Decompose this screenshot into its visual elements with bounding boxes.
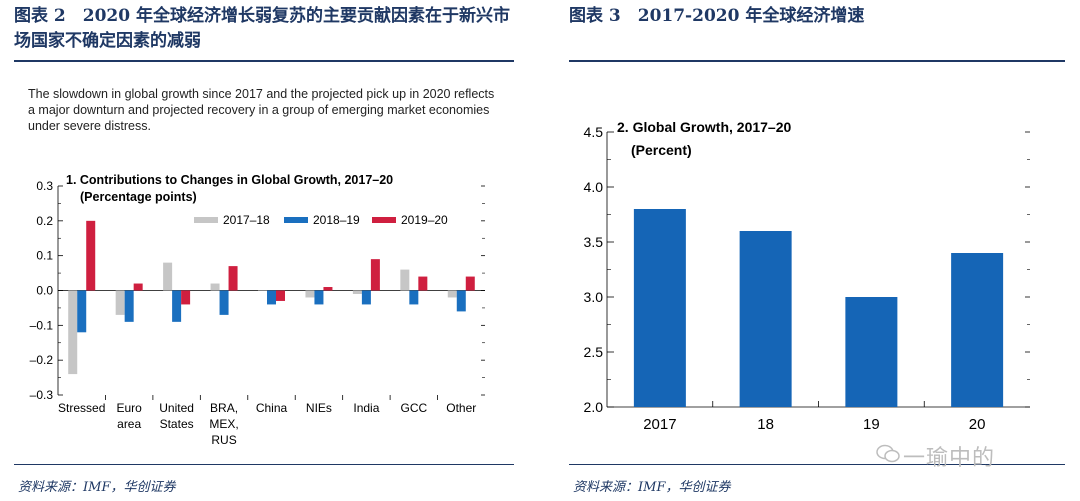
y-tick-label: –0.1 <box>30 318 54 332</box>
right-figure-title: 图表 3 2017-2020 年全球经济增速 <box>569 6 865 26</box>
x-tick-label: United States <box>159 401 194 431</box>
legend-swatch-2017–18 <box>194 217 218 223</box>
contributions-chart: 0.3 0.2 0.1 0.0 –0.1 –0.2 –0.3 1. Contributions… <box>30 173 485 447</box>
legend-label: 2017–18 <box>223 213 270 227</box>
bar-2019–20-euro-area <box>133 283 143 291</box>
x-tick-label: BRA, MEX, RUS <box>209 401 238 447</box>
x-tick-label: 19 <box>863 416 880 433</box>
bar-19 <box>845 297 898 407</box>
bar-2018–19-gcc <box>409 290 419 305</box>
y-tick-label: 0.3 <box>36 179 53 193</box>
bar-2019–20-stressed <box>86 220 96 291</box>
bar-2017–18-china <box>258 290 267 291</box>
y-tick-label: 0.0 <box>36 284 53 298</box>
bar-18 <box>739 231 792 407</box>
y-tick-label: 0.2 <box>36 214 53 228</box>
chart2-title: 2. Global Growth, 2017–20 <box>617 119 792 135</box>
x-tick-label: NIEs <box>306 401 332 415</box>
left-chart-intro: The slowdown in global growth since 2017… <box>28 87 495 133</box>
right-source: 资料来源：IMF，华创证券 <box>573 480 731 495</box>
bar-2019–20-china <box>276 290 285 301</box>
bar-2018–19-india <box>361 290 371 305</box>
watermark: 一瑜中的 <box>903 446 996 471</box>
bar-2018–19-china <box>267 290 276 305</box>
bar-2019–20-nies <box>323 287 333 291</box>
x-tick-label: India <box>353 401 379 415</box>
legend-swatch-2018–19 <box>284 217 308 223</box>
bar-2017–18-nies <box>305 290 315 298</box>
legend-label: 2019–20 <box>401 213 448 227</box>
x-tick-label: 2017 <box>643 416 676 433</box>
legend-swatch-2019–20 <box>372 217 396 223</box>
chart1-title: 1. Contributions to Changes in Global Gr… <box>66 173 393 187</box>
bar-2017 <box>633 209 686 407</box>
y-tick-label: 2.5 <box>584 344 604 360</box>
y-tick-label: 4.0 <box>584 179 604 195</box>
bar-2019–20-bra-mex-rus <box>228 266 238 291</box>
bar-2018–19-nies <box>314 290 324 305</box>
left-source: 资料来源：IMF，华创证券 <box>18 480 176 495</box>
bar-2017–18-stressed <box>68 290 78 375</box>
x-tick-label: GCC <box>400 401 427 415</box>
y-tick-label: 3.5 <box>584 234 604 250</box>
bar-2018–19-bra-mex-rus <box>219 290 229 315</box>
bar-2019–20-other <box>465 276 475 291</box>
bar-2017–18-bra-mex-rus <box>210 283 220 291</box>
bar-2019–20-gcc <box>418 276 428 291</box>
left-title-rule <box>14 60 514 62</box>
bar-2017–18-united-states <box>163 262 173 291</box>
right-bottom-rule <box>569 464 1065 465</box>
x-tick-label: Stressed <box>58 401 105 415</box>
global-growth-chart: 4.5 4.0 3.5 3.0 2.5 2.0 2. Global Growth, 2017… <box>584 119 1030 433</box>
x-tick-label: China <box>256 401 288 415</box>
x-tick-label: Euro area <box>116 401 142 431</box>
y-tick-label: 3.0 <box>584 289 604 305</box>
bar-2017–18-india <box>352 290 362 294</box>
x-tick-label: 18 <box>757 416 774 433</box>
legend-label: 2018–19 <box>313 213 360 227</box>
bar-2017–18-euro-area <box>115 290 125 315</box>
chart2-subtitle: (Percent) <box>631 142 692 158</box>
bar-2019–20-india <box>370 259 380 291</box>
chart1-subtitle: (Percentage points) <box>80 190 197 204</box>
right-title-rule <box>569 60 1065 62</box>
bar-2018–19-united-states <box>172 290 182 322</box>
bar-2018–19-stressed <box>77 290 87 333</box>
left-bottom-rule <box>14 464 514 465</box>
y-tick-label: –0.2 <box>30 353 54 367</box>
x-tick-label: Other <box>446 401 476 415</box>
x-tick-label: 20 <box>969 416 986 433</box>
bar-2019–20-united-states <box>181 290 191 305</box>
bar-2017–18-other <box>447 290 457 298</box>
y-tick-label: –0.3 <box>30 388 54 402</box>
bar-20 <box>951 253 1004 407</box>
y-tick-label: 2.0 <box>584 399 604 415</box>
left-figure-title: 图表 2 2020 年全球经济增长弱复苏的主要贡献因素在于新兴市场国家不确定因素… <box>14 6 510 51</box>
bar-2018–19-euro-area <box>124 290 134 322</box>
bar-2018–19-other <box>456 290 466 312</box>
y-tick-label: 0.1 <box>36 249 53 263</box>
wechat-icon <box>876 444 900 463</box>
y-tick-label: 4.5 <box>584 124 604 140</box>
bar-2017–18-gcc <box>400 269 410 291</box>
